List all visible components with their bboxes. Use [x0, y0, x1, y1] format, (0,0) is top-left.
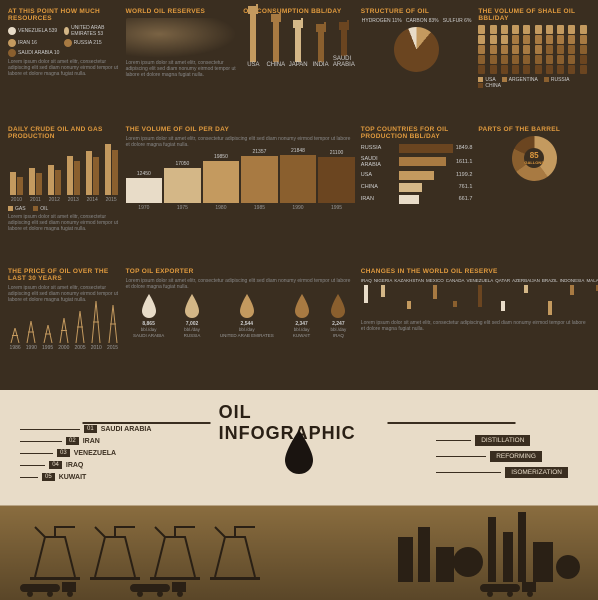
pumpjack-icon [90, 522, 140, 582]
consumption-bars: USACHINAJAPANINDIASAUDI ARABIA [243, 18, 355, 68]
panel-title: DAILY CRUDE OIL AND GAS PRODUCTION [8, 126, 120, 140]
panel-volume-per-day: THE VOLUME OF OIL PER DAY Lorem ipsum do… [126, 126, 355, 263]
barrel-donut: 85GALLONS [512, 136, 557, 181]
panel-title: WORLD OIL RESERVES [126, 8, 238, 15]
panel-top-exporter: TOP OIL EXPORTER Lorem ipsum dolor sit a… [126, 268, 355, 382]
world-map [126, 18, 238, 58]
process-labels: DISTILLATIONREFORMINGISOMERIZATION [436, 435, 568, 483]
panel-barrel-parts: PARTS OF THE BARREL 85GALLONS [478, 126, 590, 263]
title-line-left [83, 422, 211, 424]
refinery-icon [388, 507, 588, 582]
panel-structure: STRUCTURE OF OIL HYDROGEN 11% CARBON 83%… [361, 8, 473, 120]
title-line-right [387, 422, 515, 424]
panel-reserve-changes: CHANGES IN THE WORLD OIL RESERVE IRAQNIG… [361, 268, 590, 382]
panel-title: TOP COUNTRIES FOR OIL PRODUCTION BBL/DAY [361, 126, 473, 140]
panel-shale: THE VOLUME OF SHALE OIL BBL/DAY USAARGEN… [478, 8, 590, 120]
ground-scene [0, 505, 598, 600]
truck-icon [480, 580, 540, 598]
daily-bars: 201020112012201320142015 [8, 143, 120, 203]
panel-title: CHANGES IN THE WORLD OIL RESERVE [361, 268, 590, 275]
horizontal-bars: RUSSIA1849.8SAUDI ARABIA1611.1USA1199.2C… [361, 144, 473, 204]
barrel-pictogram [478, 25, 590, 74]
price-bars: 1986199019952000200520102015 [8, 306, 120, 351]
hero-section: OIL INFOGRAPHIC 01SAUDI ARABIA02IRAN03VE… [0, 390, 598, 600]
country-ranks: 01SAUDI ARABIA02IRAN03VENEZUELA04IRAQ05K… [20, 425, 151, 485]
panel-title: PARTS OF THE BARREL [478, 126, 590, 133]
exporter-drops: 8,865bbl./daySAUDI ARABIA7,002bbl./dayRU… [126, 293, 355, 338]
panel-title: TOP OIL EXPORTER [126, 268, 355, 275]
panel-price-history: THE PRICE OF OIL OVER THE LAST 30 YEARS … [8, 268, 120, 382]
structure-donut [394, 27, 439, 72]
panel-title: THE PRICE OF OIL OVER THE LAST 30 YEARS [8, 268, 120, 282]
panel-consumption: OIL CONSUMPTION BBL/DAY USACHINAJAPANIND… [243, 8, 355, 120]
panel-desc: Lorem ipsum dolor sit amet elitr, consec… [126, 60, 238, 78]
donut-center: 85GALLONS [524, 148, 544, 168]
dashboard-grid: AT THIS POINT HOW MUCH RESOURCES VENEZUE… [0, 0, 598, 390]
pumpjack-icon [210, 522, 260, 582]
oil-drop-icon [281, 428, 317, 481]
panel-title: THE VOLUME OF SHALE OIL BBL/DAY [478, 8, 590, 22]
panel-title: AT THIS POINT HOW MUCH RESOURCES [8, 8, 120, 22]
panel-desc: Lorem ipsum dolor sit amet elitr, consec… [8, 59, 120, 77]
panel-world-reserves: WORLD OIL RESERVES Lorem ipsum dolor sit… [126, 8, 238, 120]
panel-daily-production: DAILY CRUDE OIL AND GAS PRODUCTION 20102… [8, 126, 120, 263]
truck-icon [20, 580, 80, 598]
pumpjack-icon [150, 522, 200, 582]
truck-icon [130, 580, 190, 598]
changes-timeline: IRAQNIGERIAKAZAKHSTANMEXICOCANADAVENEZUE… [361, 278, 590, 318]
pumpjack-icon [30, 522, 80, 582]
panel-title: STRUCTURE OF OIL [361, 8, 473, 15]
panel-top-countries: TOP COUNTRIES FOR OIL PRODUCTION BBL/DAY… [361, 126, 473, 263]
panel-resources: AT THIS POINT HOW MUCH RESOURCES VENEZUE… [8, 8, 120, 120]
panel-title: THE VOLUME OF OIL PER DAY [126, 126, 355, 133]
perday-bars: 1245019701705019751985019802135719852184… [126, 151, 355, 211]
